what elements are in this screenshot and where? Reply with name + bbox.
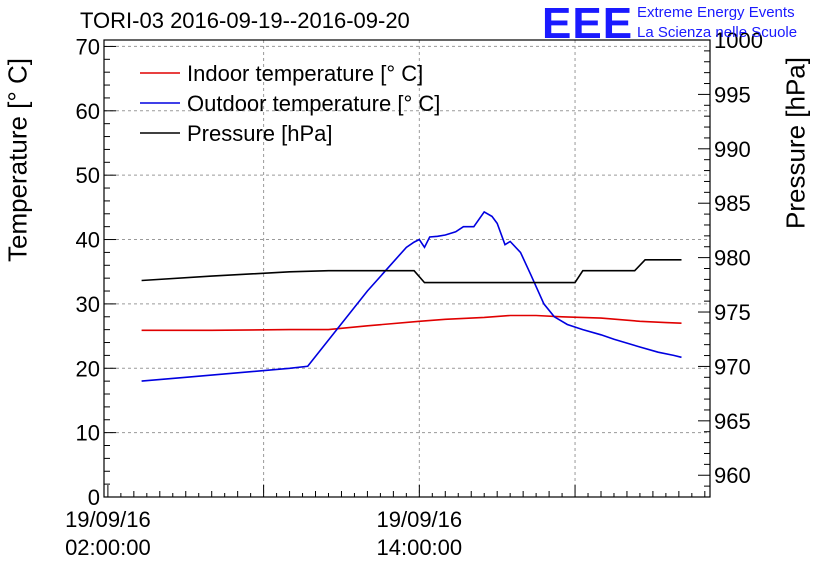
logo-subtitle-line2: La Scienza nelle Scuole [637,24,798,41]
y-right-tick-label: 970 [714,354,751,379]
y-left-tick-label: 60 [76,99,100,124]
y-left-tick-label: 20 [76,356,100,381]
y-left-tick-label: 10 [76,421,100,446]
x-tick-label-time: 14:00:00 [377,535,463,560]
series-line-0 [141,314,682,332]
legend-label-2: Pressure [hPa] [187,121,333,146]
y-left-tick-label: 70 [76,34,100,59]
logo-subtitle-line1: Extreme Energy Events [637,4,795,21]
y-right-tick-label: 960 [714,463,751,488]
legend-label-0: Indoor temperature [° C] [187,61,423,86]
series-line-2 [141,258,682,284]
chart-title: TORI-03 2016-09-19--2016-09-20 [80,8,410,33]
x-tick-label-time: 02:00:00 [65,535,151,560]
y-axis-left-label: Temperature [° C] [2,57,33,263]
y-right-tick-label: 1000 [714,28,763,53]
y-left-tick-label: 40 [76,228,100,253]
x-tick-label-date: 19/09/16 [65,507,151,532]
y-left-tick-label: 30 [76,292,100,317]
x-tick-label-date: 19/09/16 [377,507,463,532]
legend-label-1: Outdoor temperature [° C] [187,91,440,116]
y-axis-right-label: Pressure [hPa] [780,57,811,229]
y-right-tick-label: 995 [714,82,751,107]
y-left-tick-label: 0 [88,485,100,510]
y-right-tick-label: 965 [714,409,751,434]
series-line-1 [141,210,682,382]
y-right-tick-label: 985 [714,191,751,216]
y-left-tick-label: 50 [76,163,100,188]
y-right-tick-label: 980 [714,246,751,271]
y-right-tick-label: 975 [714,300,751,325]
eee-logo: EEE [542,0,634,48]
y-right-tick-label: 990 [714,137,751,162]
